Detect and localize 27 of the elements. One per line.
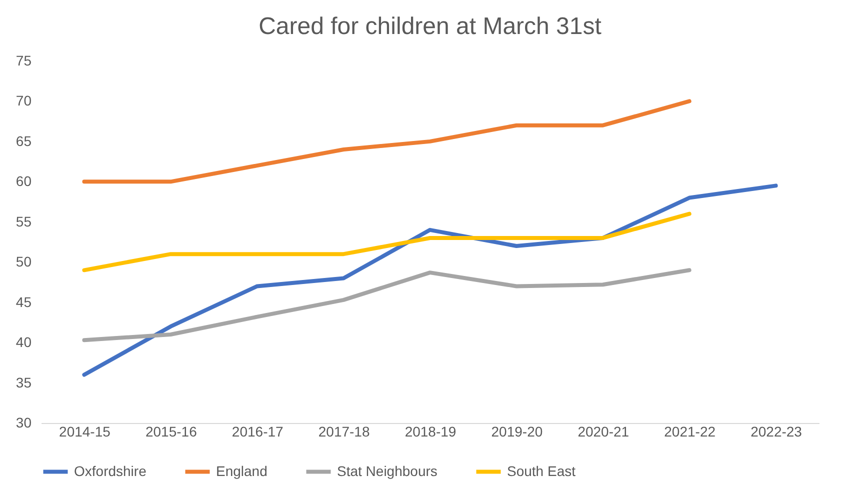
x-tick-label: 2016-17	[232, 424, 284, 440]
chart-title: Cared for children at March 31st	[258, 13, 602, 40]
line-series	[82, 99, 692, 184]
y-tick-label: 45	[16, 294, 32, 310]
x-tick-label: 2021-22	[664, 424, 716, 440]
x-tick-label: 2022-23	[750, 424, 802, 440]
legend-label: Stat Neighbours	[337, 462, 438, 479]
y-tick-label: 55	[16, 213, 32, 230]
y-tick-label: 40	[16, 334, 32, 350]
x-tick-label: 2019-20	[491, 424, 543, 440]
y-tick-label: 70	[16, 92, 32, 109]
y-tick-label: 35	[16, 374, 32, 390]
x-tick-label: 2014-15	[59, 424, 111, 440]
line-series	[82, 268, 692, 342]
y-tick-label: 30	[16, 414, 32, 430]
y-tick-label: 65	[16, 132, 32, 149]
x-tick-label: 2017-18	[318, 424, 370, 440]
y-tick-label: 50	[16, 254, 32, 270]
x-tick-label: 2018-19	[404, 424, 456, 440]
x-tick-label: 2020-21	[578, 424, 630, 440]
legend-label: Oxfordshire	[74, 462, 147, 479]
x-tick-label: 2015-16	[145, 424, 198, 440]
legend-label: South East	[507, 462, 576, 479]
y-tick-label: 75	[16, 52, 32, 68]
legend-label: England	[216, 462, 268, 479]
line-series	[82, 212, 692, 272]
y-tick-label: 60	[16, 173, 32, 190]
